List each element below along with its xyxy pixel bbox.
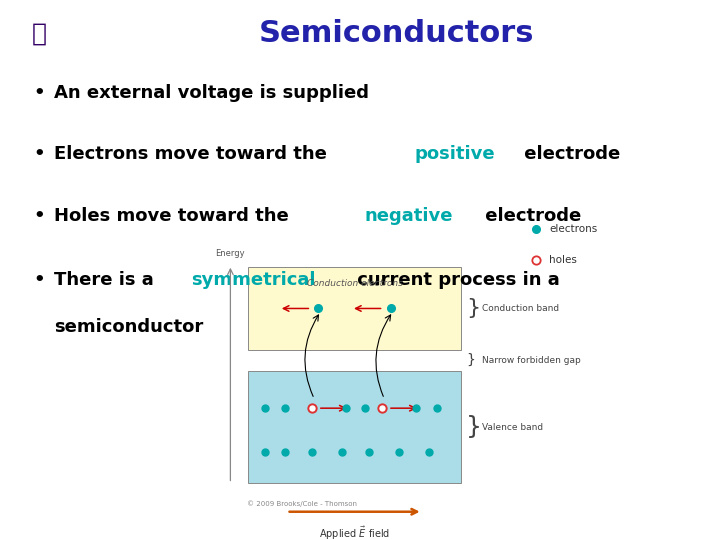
Text: Conduction electrons: Conduction electrons	[307, 279, 402, 288]
Text: Narrow forbidden gap: Narrow forbidden gap	[482, 356, 581, 365]
Text: Applied $\vec{E}$ field: Applied $\vec{E}$ field	[319, 524, 390, 540]
Text: Semiconductors: Semiconductors	[258, 19, 534, 48]
Bar	[7, 10, 72, 62]
Text: electrode: electrode	[518, 145, 621, 163]
Text: electrode: electrode	[480, 207, 582, 225]
Text: © 2009 Brooks/Cole - Thomson: © 2009 Brooks/Cole - Thomson	[248, 500, 357, 507]
Text: •: •	[34, 145, 45, 163]
Text: }: }	[466, 353, 474, 367]
Text: holes: holes	[549, 255, 577, 265]
Text: An external voltage is supplied: An external voltage is supplied	[54, 84, 369, 102]
Text: 🦎: 🦎	[32, 22, 47, 45]
Text: Valence band: Valence band	[482, 423, 544, 432]
Text: symmetrical: symmetrical	[191, 271, 315, 289]
Text: negative: negative	[365, 207, 454, 225]
Text: semiconductor: semiconductor	[54, 318, 203, 335]
Bar	[248, 267, 461, 349]
Text: current process in a: current process in a	[351, 271, 560, 289]
Text: }: }	[466, 299, 480, 319]
Bar	[248, 371, 461, 483]
Text: Electrons move toward the: Electrons move toward the	[54, 145, 333, 163]
Text: •: •	[34, 271, 45, 289]
Text: positive: positive	[414, 145, 495, 163]
Text: •: •	[34, 84, 45, 102]
Text: }: }	[466, 415, 482, 439]
Text: Holes move toward the: Holes move toward the	[54, 207, 295, 225]
Text: Energy: Energy	[215, 249, 246, 258]
Text: electrons: electrons	[549, 224, 598, 234]
Text: Conduction band: Conduction band	[482, 304, 559, 313]
Text: There is a: There is a	[54, 271, 160, 289]
Text: •: •	[34, 207, 45, 225]
